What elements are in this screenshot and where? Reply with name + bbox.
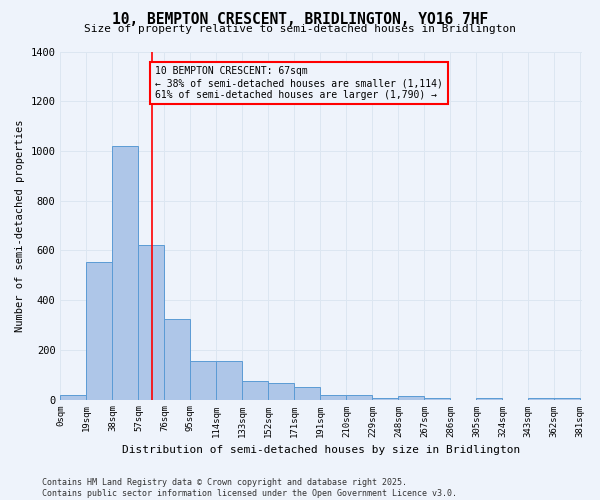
- Y-axis label: Number of semi-detached properties: Number of semi-detached properties: [15, 120, 25, 332]
- Text: Size of property relative to semi-detached houses in Bridlington: Size of property relative to semi-detach…: [84, 24, 516, 34]
- Bar: [268, 384, 295, 400]
- Bar: [61, 394, 86, 400]
- Bar: [373, 398, 398, 400]
- Bar: [476, 398, 502, 400]
- Bar: [164, 319, 190, 400]
- Bar: [529, 398, 554, 400]
- Text: 10 BEMPTON CRESCENT: 67sqm
← 38% of semi-detached houses are smaller (1,114)
61%: 10 BEMPTON CRESCENT: 67sqm ← 38% of semi…: [155, 66, 443, 100]
- Bar: [398, 396, 424, 400]
- Bar: [86, 262, 112, 400]
- Bar: [554, 398, 580, 400]
- Bar: [346, 394, 373, 400]
- Bar: [242, 381, 268, 400]
- Bar: [295, 387, 320, 400]
- X-axis label: Distribution of semi-detached houses by size in Bridlington: Distribution of semi-detached houses by …: [122, 445, 520, 455]
- Bar: [217, 361, 242, 400]
- Bar: [112, 146, 139, 400]
- Bar: [139, 246, 164, 400]
- Bar: [320, 394, 346, 400]
- Bar: [424, 398, 451, 400]
- Bar: [190, 361, 217, 400]
- Text: Contains HM Land Registry data © Crown copyright and database right 2025.
Contai: Contains HM Land Registry data © Crown c…: [42, 478, 457, 498]
- Text: 10, BEMPTON CRESCENT, BRIDLINGTON, YO16 7HF: 10, BEMPTON CRESCENT, BRIDLINGTON, YO16 …: [112, 12, 488, 28]
